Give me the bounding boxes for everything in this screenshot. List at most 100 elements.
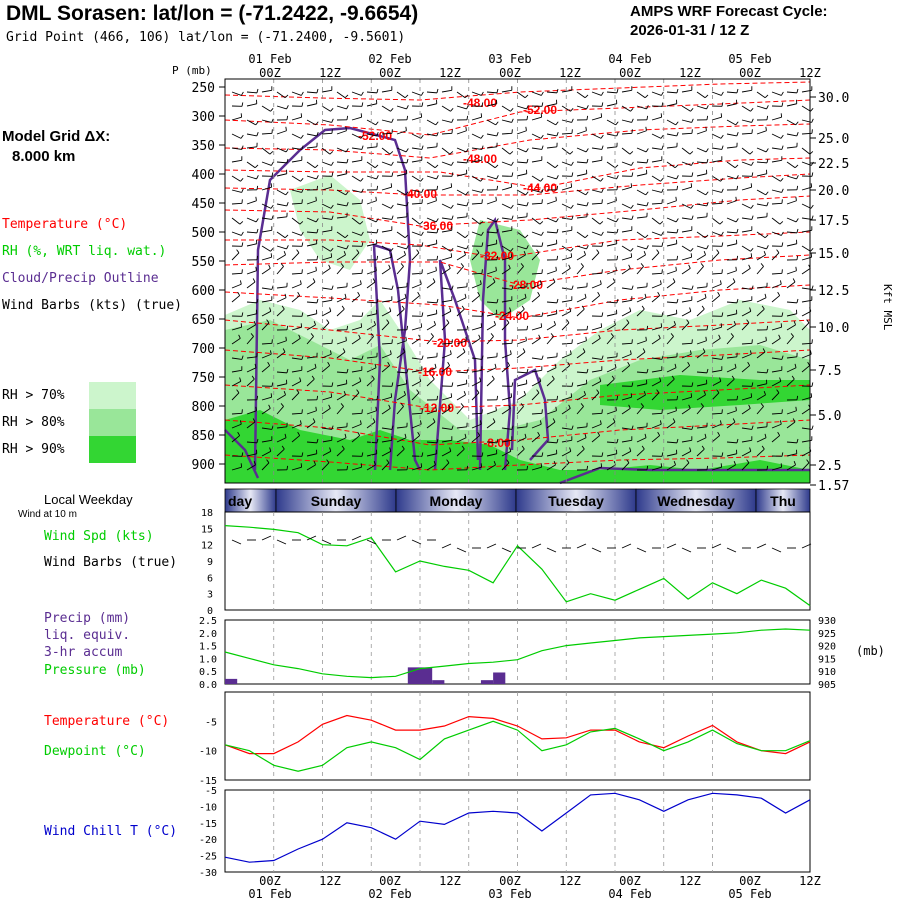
windchill-tick-label: -20 [199,835,217,846]
wind-barb [246,217,257,223]
wind-barb [516,245,527,250]
wind-barb-tick [761,445,765,450]
wind-barb-tick [689,447,692,452]
wind-barb [441,396,452,401]
wind-barb [381,132,393,135]
wind-barb [261,147,271,155]
wind-barb [591,326,602,331]
wind-barb [666,453,677,457]
wind-barb [501,462,510,471]
wind-barb-tick [585,148,589,153]
wind-barb [366,378,375,387]
wind-barb-tick [601,231,604,236]
wind-barb [516,437,527,443]
wind-barb [381,105,391,112]
pressure-tick-label: 600 [192,284,215,299]
wind-barb [441,353,452,359]
wind-barb-tick [691,215,694,220]
wind-barb [711,175,721,182]
wind-barb [276,254,286,261]
wind-barb [366,231,378,234]
wind-barb [291,295,300,303]
wind-barb [531,423,542,429]
wind-barb [666,243,677,247]
wind-barb-tick [331,215,334,220]
wind-barb-tick [626,319,630,324]
wind-barb-tick [615,121,619,126]
wind-barb [546,421,556,429]
wind-barb-tick [749,350,752,355]
wind-barb-tick [586,158,589,163]
wind-barb [351,392,360,401]
wind-barb-tick [466,202,469,207]
wind-barb-tick [286,368,289,373]
wind-barb [681,229,692,233]
wind-barb [261,229,272,233]
wind-barb [636,383,647,387]
wind-barb [351,159,362,163]
wind-barb-tick [241,102,244,107]
wind-barb-tick [645,148,649,153]
wind-barb [681,89,692,93]
wind-barb [801,268,811,275]
wind-barb [681,310,692,317]
wind-barb [231,466,242,471]
wind-barb [396,91,406,99]
bottom-time-label: 12Z [439,874,461,888]
wind-barb-tick [616,228,619,233]
wind-barb-tick [446,319,450,324]
wind-barb-tick [401,445,405,450]
wind-barb-tick [446,459,450,464]
wind-barb [666,217,677,223]
wind-barb [516,340,527,345]
wind-barb [486,243,497,247]
wind-barb [726,367,737,373]
temperature-label: -16.00 [418,365,452,379]
wind-barb-tick [760,403,764,407]
wind-barb [321,203,332,209]
top-date-label: 02 Feb [368,52,411,66]
rh80-swatch [89,409,136,436]
wind-barb [276,203,287,207]
wind-barb [261,132,273,135]
wind-barb-tick [300,134,304,139]
wind-barb [591,202,603,205]
kft-tick-label: 22.5 [818,157,849,172]
wind-barb [771,272,783,275]
wind-barb [756,245,767,250]
wind-barb [381,287,392,290]
wind-barb [336,245,347,250]
wind-barb [411,147,422,150]
wind-barb [261,408,271,415]
wind-barb-tick [360,134,364,139]
top-time-label: 12Z [679,66,701,80]
wind-barb-tick [721,91,724,96]
wind-barb-tick [406,465,409,470]
wind-barb [576,130,587,135]
wind-barb-tick [796,88,799,93]
wind-barb-tick [541,102,544,107]
surface-wind-barb [321,539,332,545]
wind-barb [696,406,704,415]
wind-barb [396,286,407,289]
wind-barb [591,189,602,193]
wind-barb-tick [361,91,364,96]
wind-barb [351,435,360,443]
wind-barb [741,365,750,373]
wind-barb-tick [316,395,319,400]
wind-barb [651,91,662,96]
wind-barb [231,295,240,303]
wind-barb [606,217,617,223]
wind-barb [546,119,556,126]
wind-barb [666,313,677,317]
wind-barb [711,326,722,331]
wind-barb-tick [596,389,600,394]
wind-barb [546,161,556,169]
wind-barb [396,426,407,429]
wind-barb [576,147,587,153]
wind-barb [651,466,662,471]
wind-barb-tick [705,148,709,153]
wind-barb-tick [268,264,271,269]
wind-barb [771,435,780,443]
wind-barb [651,147,662,150]
